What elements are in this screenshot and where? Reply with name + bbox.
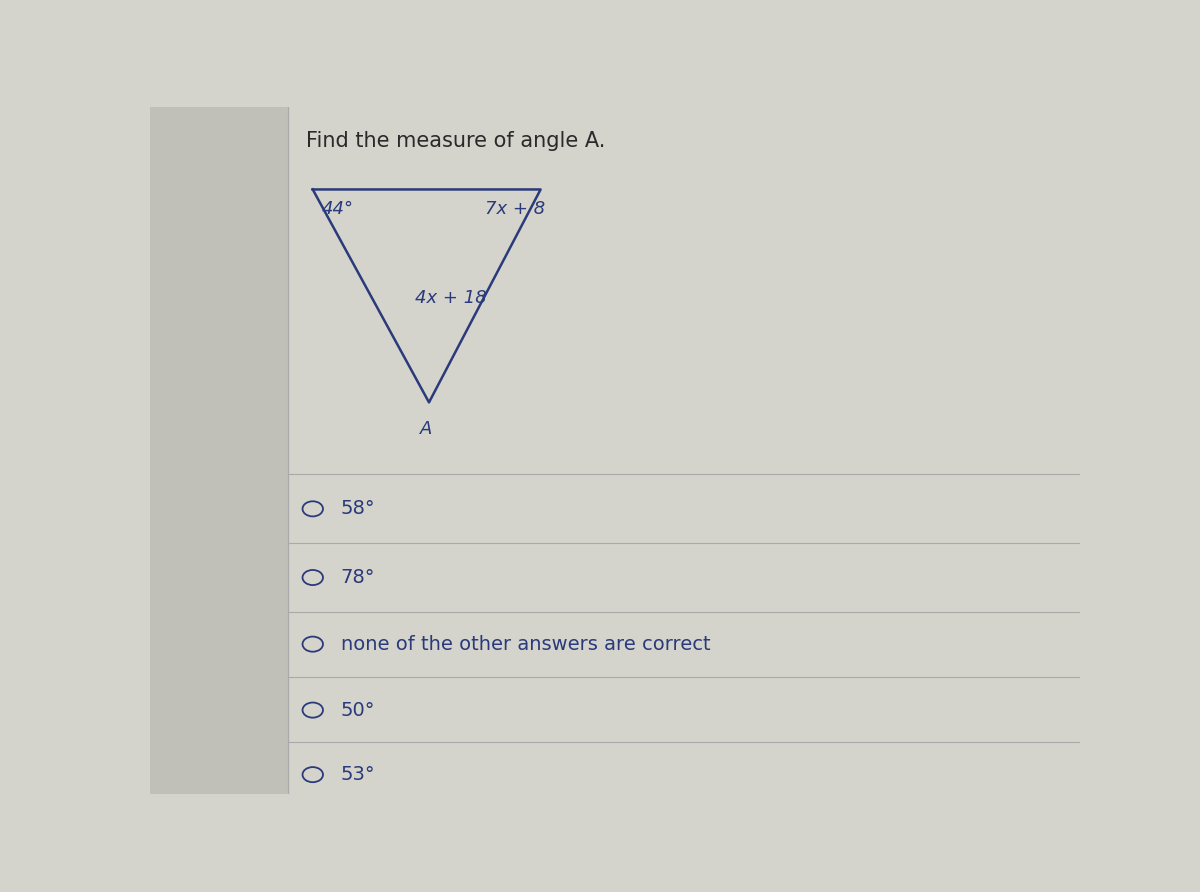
Bar — [150, 107, 288, 794]
Text: 44°: 44° — [322, 200, 354, 218]
Text: 53°: 53° — [341, 765, 376, 784]
Text: A: A — [420, 419, 432, 438]
Text: 7x + 8: 7x + 8 — [485, 200, 545, 218]
Text: Find the measure of angle A.: Find the measure of angle A. — [306, 131, 606, 151]
Text: none of the other answers are correct: none of the other answers are correct — [341, 634, 710, 654]
Text: 58°: 58° — [341, 500, 376, 518]
Text: 4x + 18: 4x + 18 — [415, 289, 487, 307]
Text: 78°: 78° — [341, 568, 376, 587]
Text: 50°: 50° — [341, 700, 376, 720]
